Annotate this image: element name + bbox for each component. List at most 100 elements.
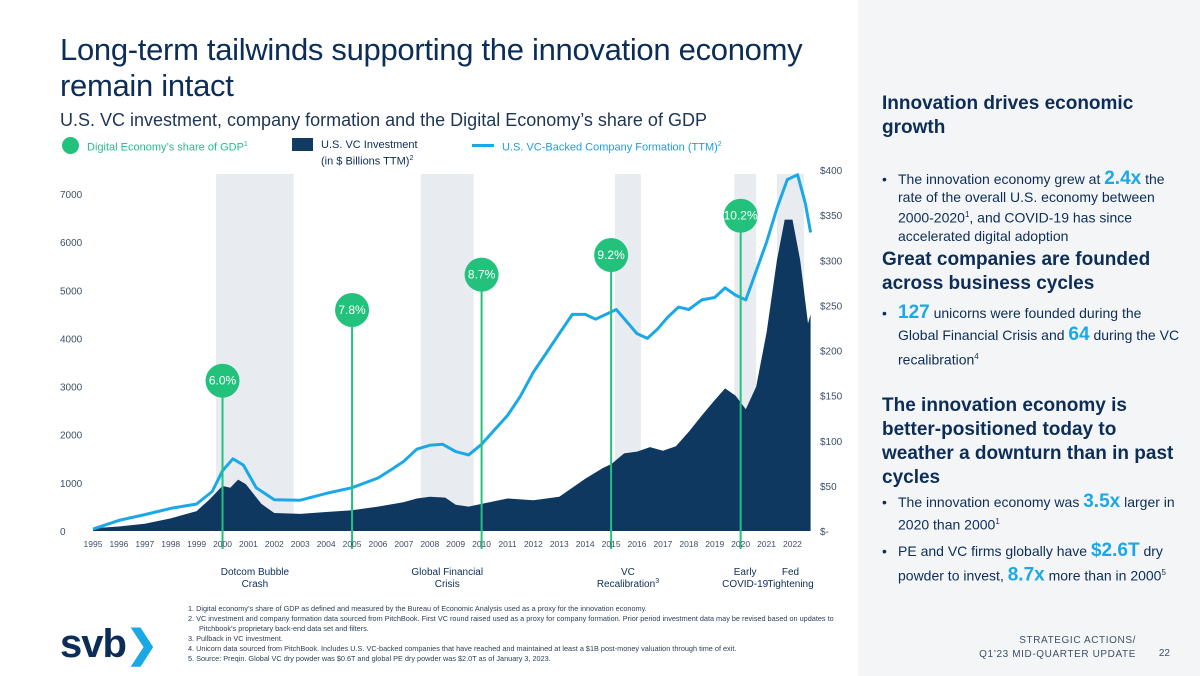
bullet-dot-icon: • (882, 543, 887, 559)
svb-logo: svb❯ (60, 622, 158, 667)
vc-investment-area (93, 219, 811, 531)
heading-great-companies: Great companies are founded across busin… (882, 249, 1151, 294)
period-label-line1-0: Dotcom Bubble (221, 567, 290, 578)
x-tick-label: 2002 (265, 539, 284, 549)
bullet-text: during the VC recalibration (898, 327, 1180, 368)
marker-circle-2 (464, 257, 499, 292)
x-tick-label: 2003 (291, 539, 310, 549)
x-tick-label: 1998 (161, 539, 180, 549)
x-tick-label: 2018 (679, 539, 698, 549)
footer-line-2: Q1’23 MID-QUARTER UPDATE (979, 649, 1136, 660)
bullet-text: the rate of the overall U.S. economy bet… (898, 171, 1165, 226)
x-tick-label: 2001 (239, 539, 258, 549)
chart-legend: Digital Economy’s share of GDP1 U.S. VC … (62, 137, 762, 178)
legend-vc-investment: U.S. VC Investment (in $ Billions TTM)2 (292, 138, 418, 169)
legend-vc-investment-line2: (in $ Billions TTM) (321, 155, 410, 168)
x-tick-label: 1996 (109, 539, 128, 549)
marker-label-2: 8.7% (468, 268, 496, 282)
highlight-value: 3.5x (1083, 491, 1121, 512)
marker-circle-4 (723, 198, 758, 233)
right-tick-label: $200 (820, 347, 843, 358)
marker-circle-3 (594, 238, 629, 272)
chart-subtitle: U.S. VC investment, company formation an… (60, 110, 707, 130)
page-title: Long-term tailwinds supporting the innov… (60, 32, 803, 103)
footnote-marker: 1 (243, 141, 248, 148)
right-tick-label: $100 (820, 437, 843, 448)
left-tick-label: 3000 (60, 383, 83, 394)
vc-investment-chart: 6.0% 7.8% 8.7% 9.2% 10.2% 0 1000 2000 3000 4000 5… (60, 166, 843, 590)
x-tick-label: 2013 (550, 539, 569, 549)
legend-digital-share-label: Digital Economy’s share of GDP (87, 141, 244, 154)
legend-digital-share: Digital Economy’s share of GDP1 (62, 137, 248, 155)
key-takeaways-panel: Innovation drives economic growth • The … (858, 0, 1200, 676)
bullet-text: more than in 2000 (1048, 567, 1162, 584)
x-tick-label: 2000 (213, 539, 232, 549)
heading-better-positioned: The innovation economy is better-positio… (882, 395, 1174, 488)
right-tick-label: $250 (820, 301, 843, 312)
x-tick-label: 2007 (394, 539, 413, 549)
footnote-marker: 3 (655, 578, 659, 585)
bullet-text: , and COVID-19 has since accelerated dig… (898, 209, 1133, 244)
highlight-value: 2.4x (1104, 168, 1142, 189)
x-tick-label: 2010 (472, 539, 491, 549)
heading-innovation-growth: Innovation drives economic growth (882, 93, 1134, 138)
left-tick-label: 2000 (60, 431, 83, 442)
logo-chevron-icon: ❯ (125, 624, 158, 666)
period-label-line2-3: COVID-19 (722, 579, 769, 590)
x-tick-label: 1997 (135, 539, 154, 549)
period-label-line1-4: Fed (782, 567, 799, 578)
right-tick-label: $400 (820, 166, 843, 177)
right-tick-label: $350 (820, 211, 843, 222)
bullet-larger-economy: • The innovation economy was 3.5x larger… (882, 492, 1182, 535)
footer-line-1: STRATEGIC ACTIONS/ (1019, 635, 1136, 646)
left-tick-label: 7000 (60, 190, 83, 201)
x-tick-label: 2004 (317, 539, 336, 549)
highlight-value: 64 (1068, 324, 1090, 345)
x-tick-label: 1999 (187, 539, 206, 549)
bullet-dot-icon: • (882, 305, 887, 321)
x-tick-label: 2012 (524, 539, 543, 549)
footnote-marker: 2 (717, 141, 722, 148)
x-tick-label: 2014 (576, 539, 595, 549)
x-tick-label: 2021 (757, 539, 776, 549)
company-formation-line (92, 173, 813, 531)
shaded-period-band-0 (216, 174, 294, 531)
shaded-period-band-1 (420, 174, 474, 531)
left-tick-label: 0 (60, 527, 66, 538)
left-tick-label: 4000 (60, 334, 83, 345)
x-tick-label: 2009 (446, 539, 465, 549)
x-tick-label: 2006 (369, 539, 388, 549)
bullet-text: dry powder to invest, (898, 543, 1163, 584)
period-label-line2-1: Crisis (435, 579, 460, 590)
left-tick-label: 1000 (60, 479, 83, 490)
period-label-line2-2: Recalibration3 (597, 578, 659, 590)
teal-circle-swatch (62, 137, 79, 154)
footnote-3: 3. Pullback in VC investment. (188, 634, 283, 643)
footnote-2: 2. VC investment and company formation d… (188, 614, 834, 633)
footnote-marker: 1 (995, 517, 1000, 526)
left-tick-label: 6000 (60, 238, 83, 249)
bullet-text: unicorns were founded during the Global … (898, 305, 1142, 343)
footnote-4: 4. Unicorn data sourced from PitchBook. … (188, 644, 737, 653)
marker-label-1: 7.8% (338, 303, 366, 317)
highlight-value: 127 (898, 302, 930, 323)
footnotes: 1. Digital economy’s share of GDP as def… (188, 604, 858, 664)
x-tick-label: 2005 (343, 539, 362, 549)
highlight-value: $2.6T (1090, 540, 1140, 561)
x-tick-label: 2017 (653, 539, 672, 549)
right-axis: $- $50 $100 $150 $200 $250 $300 $350 $400 (820, 166, 843, 538)
company-formation-line-series (92, 173, 813, 531)
marker-label-3: 9.2% (597, 248, 625, 262)
vc-investment-area-series (93, 219, 811, 531)
bullet-text: The innovation economy grew at (898, 171, 1101, 187)
bullet-text: The innovation economy was (898, 494, 1080, 510)
x-tick-label: 2011 (498, 539, 517, 549)
footnote-1: 1. Digital economy’s share of GDP as def… (188, 604, 647, 613)
footer-section-label: STRATEGIC ACTIONS/ Q1’23 MID-QUARTER UPD… (979, 634, 1136, 662)
bullet-unicorns: • 127 unicorns were founded during the G… (882, 302, 1182, 371)
right-tick-label: $50 (820, 482, 837, 493)
period-label-line2-0: Crash (242, 579, 269, 590)
bullet-dot-icon: • (882, 494, 887, 510)
x-tick-label: 2008 (420, 539, 439, 549)
